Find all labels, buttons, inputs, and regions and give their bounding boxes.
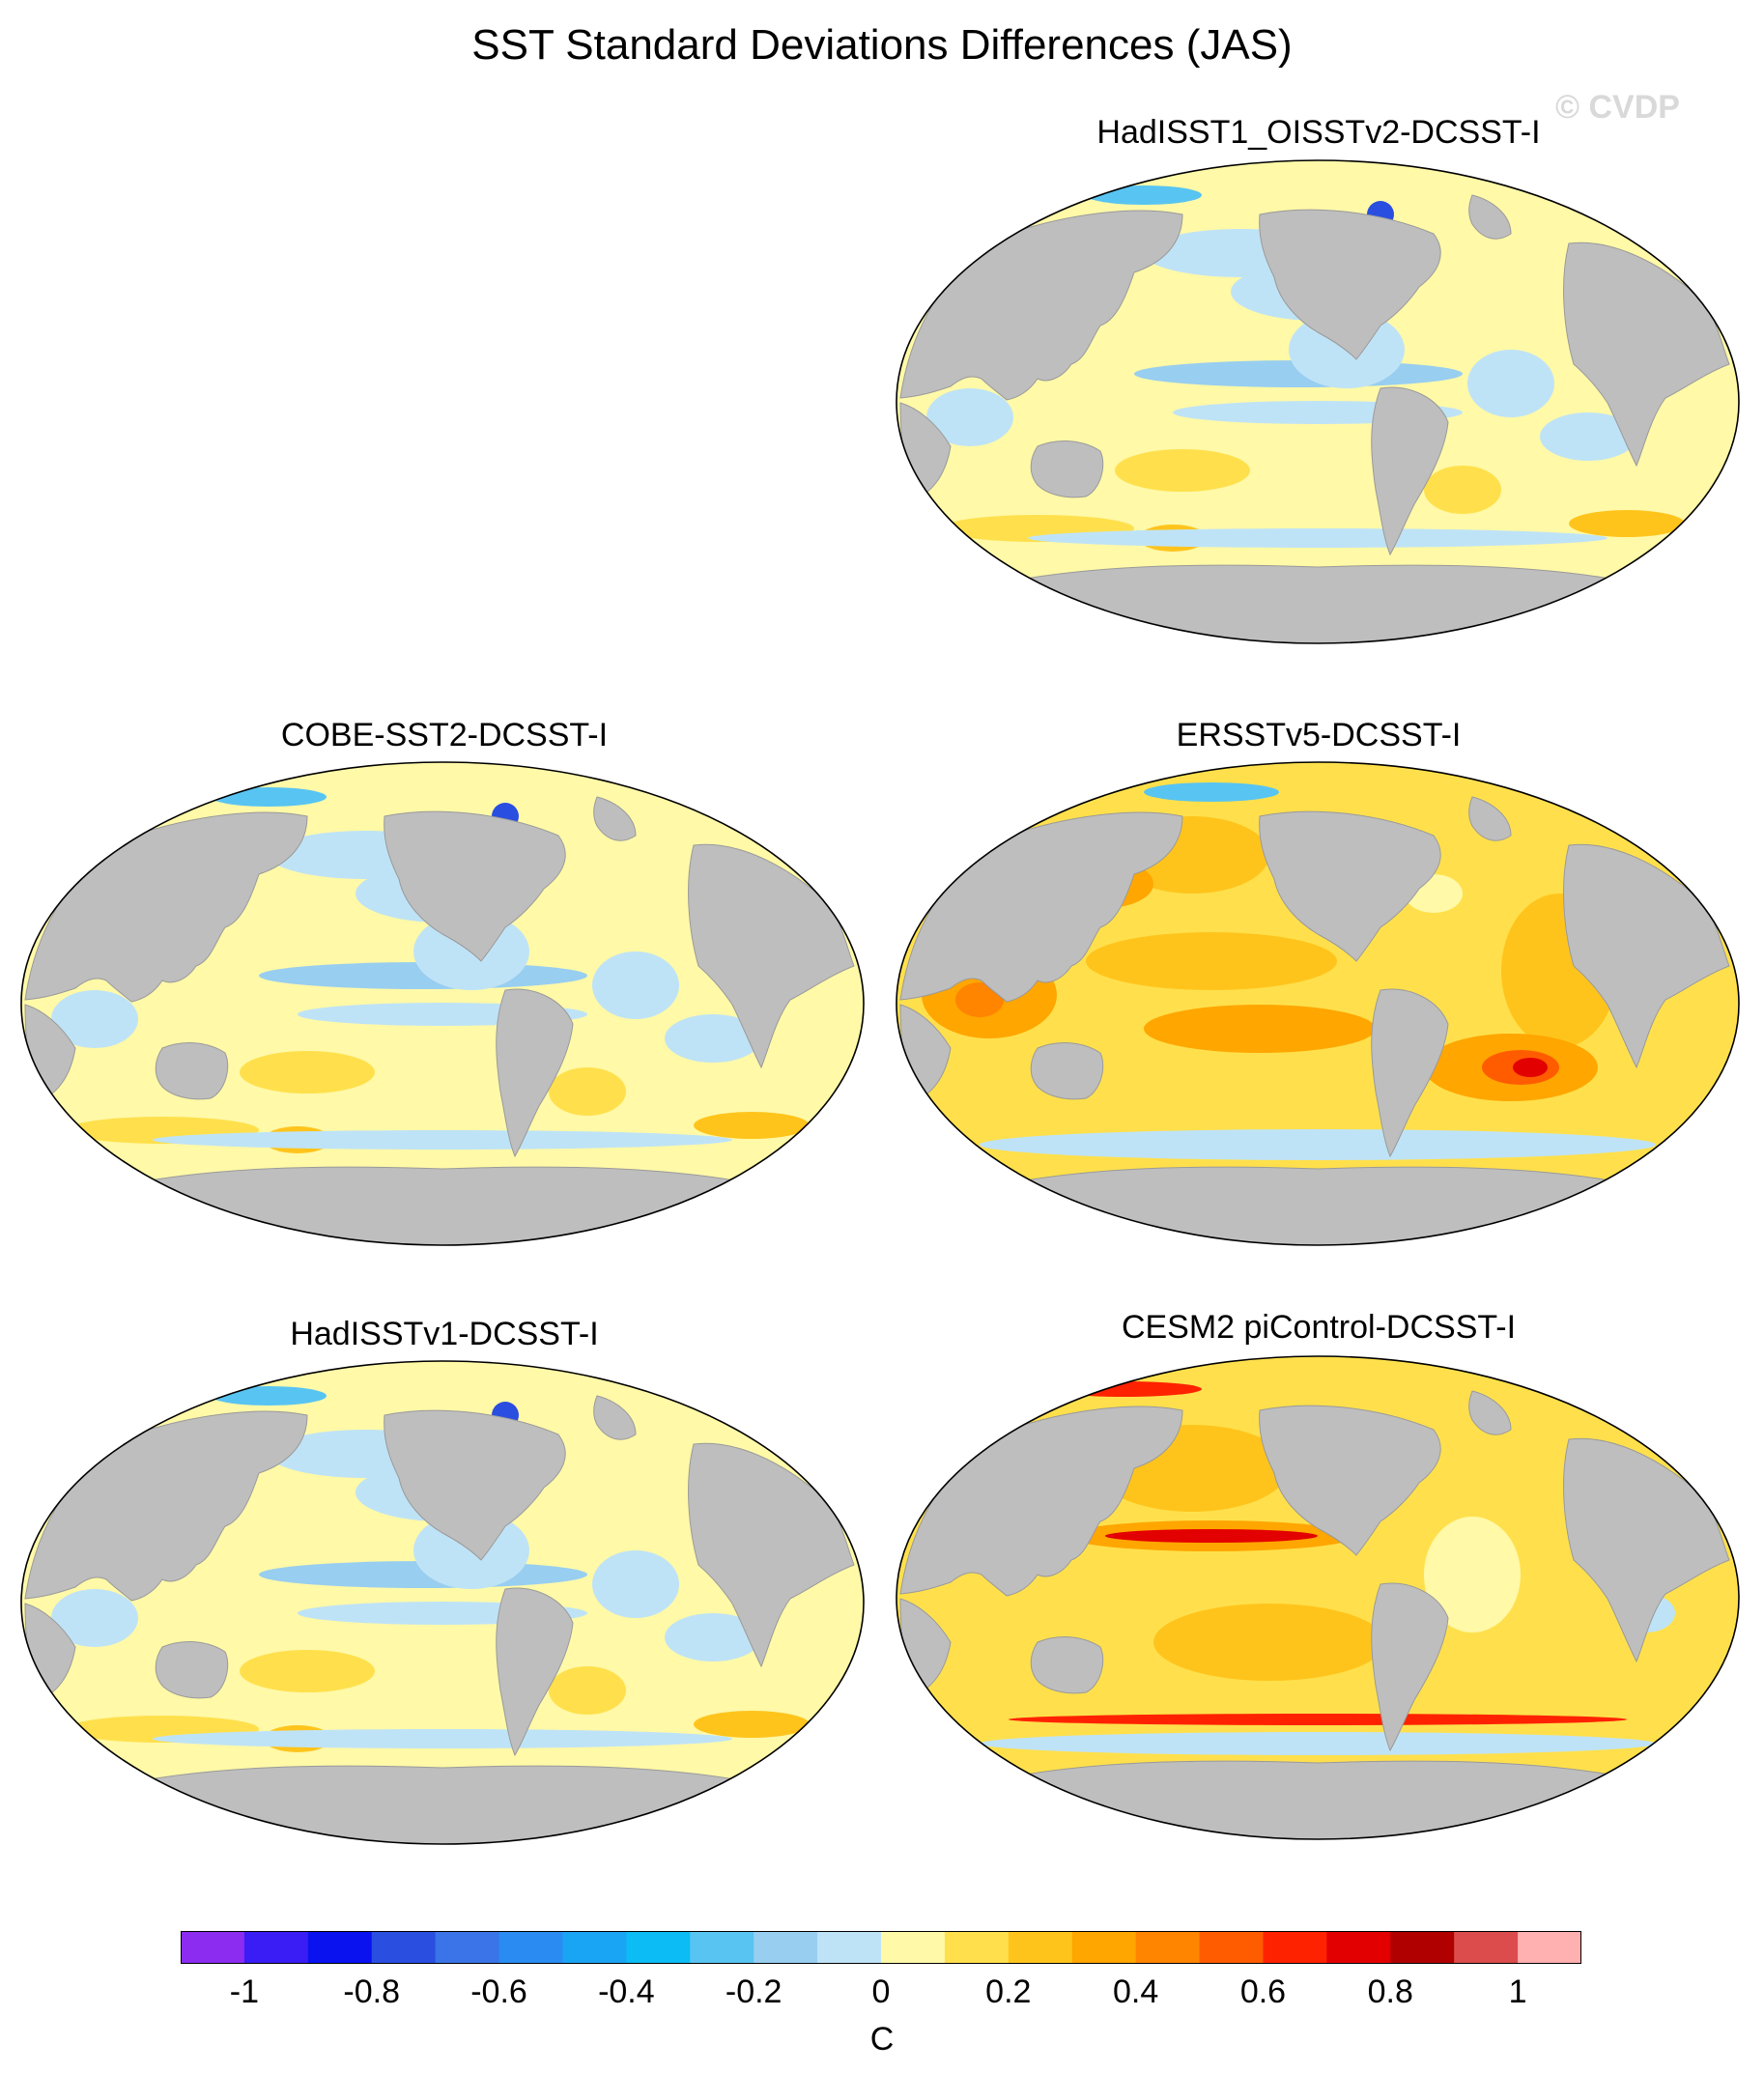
colorbar-bin-9 <box>754 1931 818 1964</box>
colorbar-tick-label: -0.6 <box>470 1974 527 2010</box>
colorbar-bin-5 <box>498 1931 563 1964</box>
map-hadisst <box>20 1360 865 1845</box>
colorbar-bin-1 <box>243 1931 309 1964</box>
colorbar-bin-4 <box>435 1931 500 1964</box>
colorbar-tick-label: -0.8 <box>343 1974 401 2010</box>
panel-title-hadisst: HadISSTv1-DCSST-I <box>290 1316 599 1352</box>
colorbar-tick-label: 0.6 <box>1239 1974 1287 2010</box>
colorbar-tick-label: -1 <box>229 1974 260 2010</box>
map-cesm2 <box>896 1355 1740 1840</box>
map-cobe <box>20 761 865 1246</box>
colorbar <box>181 1931 1581 1964</box>
colorbar-bin-15 <box>1135 1931 1201 1964</box>
colorbar-bin-3 <box>371 1931 437 1964</box>
panel-title-hadisst-oisst: HadISST1_OISSTv2-DCSST-I <box>1096 114 1541 151</box>
colorbar-bin-14 <box>1071 1931 1137 1964</box>
colorbar-tick-label: -0.2 <box>725 1974 782 2010</box>
colorbar-tick-label: -0.4 <box>598 1974 655 2010</box>
colorbar-unit: C <box>869 2021 895 2058</box>
colorbar-tick-label: 1 <box>1508 1974 1527 2010</box>
colorbar-bin-8 <box>690 1931 754 1964</box>
map-ersst <box>896 761 1740 1246</box>
colorbar-bin-6 <box>562 1931 627 1964</box>
panel-title-cobe: COBE-SST2-DCSST-I <box>280 717 609 753</box>
panel-title-ersst: ERSSTv5-DCSST-I <box>1176 717 1462 753</box>
watermark: © CVDP <box>1555 89 1680 126</box>
colorbar-bin-2 <box>307 1931 373 1964</box>
colorbar-bin-19 <box>1390 1931 1455 1964</box>
colorbar-tick-label: 0.4 <box>1112 1974 1159 2010</box>
colorbar-bin-21 <box>1518 1931 1581 1964</box>
map-hadisst-oisst <box>896 159 1740 644</box>
panel-title-cesm2: CESM2 piControl-DCSST-I <box>1121 1309 1517 1346</box>
figure-title: SST Standard Deviations Differences (JAS… <box>471 21 1293 69</box>
colorbar-tick-label: 0.2 <box>985 1974 1032 2010</box>
colorbar-bin-12 <box>944 1931 1010 1964</box>
colorbar-tick-label: 0 <box>871 1974 891 2010</box>
colorbar-bin-18 <box>1326 1931 1391 1964</box>
colorbar-bin-0 <box>181 1931 245 1964</box>
colorbar-tick-label: 0.8 <box>1367 1974 1413 2010</box>
colorbar-bin-20 <box>1454 1931 1519 1964</box>
colorbar-bin-10 <box>817 1931 882 1964</box>
colorbar-bin-11 <box>881 1931 946 1964</box>
colorbar-bin-17 <box>1263 1931 1327 1964</box>
colorbar-bin-13 <box>1008 1931 1073 1964</box>
colorbar-bin-16 <box>1199 1931 1264 1964</box>
colorbar-bin-7 <box>626 1931 691 1964</box>
